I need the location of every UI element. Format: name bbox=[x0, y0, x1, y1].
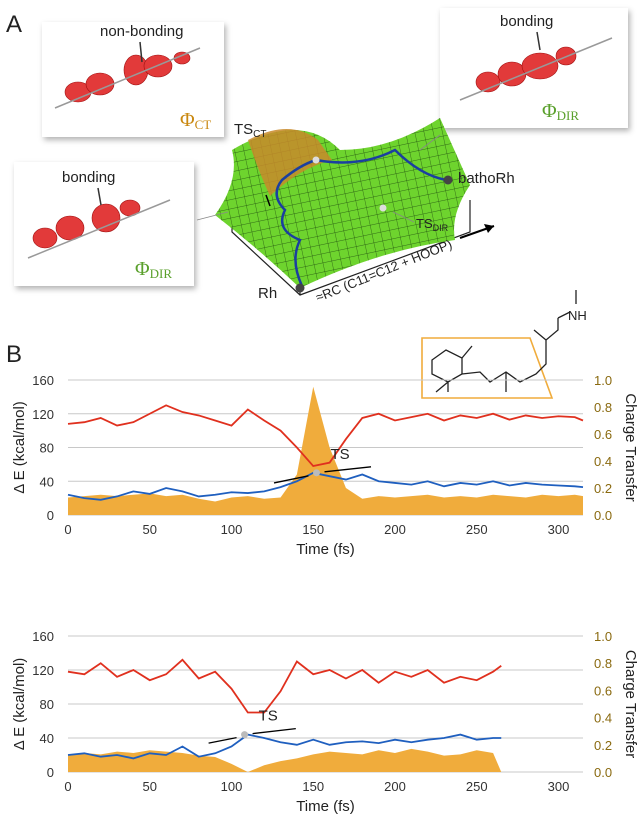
x-axis-label: Time (fs) bbox=[296, 798, 355, 815]
annotation: TS bbox=[259, 708, 278, 725]
x-tick-label: 150 bbox=[302, 522, 324, 537]
ts-point bbox=[241, 731, 249, 739]
ts-arrow bbox=[252, 727, 296, 735]
line bbox=[67, 471, 584, 501]
ts-arrow bbox=[208, 736, 237, 744]
chart: 0 40 80 120 160 0.0 0.2 0.4 0.6 0.8 1.0 0 50 100 150 20… bbox=[11, 373, 639, 558]
orbital-card: bonding ΦDIR bbox=[440, 8, 628, 128]
ts-arrow bbox=[273, 475, 309, 484]
y-tick-label: 120 bbox=[32, 407, 54, 422]
y-tick-label: 160 bbox=[32, 629, 54, 644]
y2-tick-label: 0.8 bbox=[594, 400, 612, 415]
y-axis-label: Δ E (kcal/mol) bbox=[11, 658, 28, 751]
y2-axis-label: Charge Transfer bbox=[622, 650, 639, 758]
x-axis-label: Time (fs) bbox=[296, 541, 355, 558]
y2-tick-label: 0.8 bbox=[594, 656, 612, 671]
note: non-bonding bbox=[100, 23, 183, 40]
x-tick-label: 300 bbox=[548, 779, 570, 794]
area bbox=[68, 748, 502, 772]
panel-label: B bbox=[6, 341, 22, 368]
y-tick-label: 80 bbox=[40, 697, 54, 712]
x-tick-label: 200 bbox=[384, 779, 406, 794]
product-label: bathoRh bbox=[458, 170, 515, 187]
x-tick-label: 50 bbox=[143, 779, 157, 794]
y2-tick-label: 1.0 bbox=[594, 373, 612, 388]
orbital-card: non-bonding ΦCT bbox=[42, 22, 224, 137]
orbital-symbol: ΦCT bbox=[180, 109, 211, 132]
y2-axis-label: Charge Transfer bbox=[622, 393, 639, 501]
x-tick-label: 200 bbox=[384, 522, 406, 537]
line bbox=[67, 658, 502, 714]
y-tick-label: 80 bbox=[40, 441, 54, 456]
y-tick-label: 40 bbox=[40, 731, 54, 746]
y2-tick-label: 0.4 bbox=[594, 454, 612, 469]
y2-tick-label: 0.0 bbox=[594, 765, 612, 780]
x-tick-label: 250 bbox=[466, 522, 488, 537]
annotation: TS bbox=[331, 446, 350, 463]
y-axis-label: Δ E (kcal/mol) bbox=[11, 401, 28, 494]
x-tick-label: 0 bbox=[64, 522, 71, 537]
note: bonding bbox=[62, 169, 115, 186]
orbital-symbol: ΦDIR bbox=[542, 100, 579, 123]
y-tick-label: 40 bbox=[40, 474, 54, 489]
ts-label: TSDIR bbox=[416, 216, 449, 233]
molecule-label: NH bbox=[568, 308, 587, 323]
x-tick-label: 50 bbox=[143, 522, 157, 537]
y2-tick-label: 0.4 bbox=[594, 711, 612, 726]
ts-point bbox=[313, 469, 321, 477]
chart: 0 40 80 120 160 0.0 0.2 0.4 0.6 0.8 1.0 0 50 100 150 20… bbox=[11, 629, 639, 815]
y2-tick-label: 0.6 bbox=[594, 683, 612, 698]
molecule bbox=[421, 290, 577, 399]
x-tick-label: 0 bbox=[64, 779, 71, 794]
orbital-symbol: ΦDIR bbox=[135, 258, 172, 281]
y-tick-label: 160 bbox=[32, 373, 54, 388]
ts-arrow bbox=[324, 466, 372, 473]
y-tick-label: 0 bbox=[47, 508, 54, 523]
y2-tick-label: 1.0 bbox=[594, 629, 612, 644]
x-tick-label: 150 bbox=[302, 779, 324, 794]
x-tick-label: 300 bbox=[548, 522, 570, 537]
reactant-label: Rh bbox=[258, 285, 277, 302]
panel-label: A bbox=[6, 11, 22, 38]
ts-label: TSCT bbox=[234, 121, 267, 140]
x-tick-label: 250 bbox=[466, 779, 488, 794]
line bbox=[67, 733, 502, 760]
y2-tick-label: 0.6 bbox=[594, 427, 612, 442]
energy-surface bbox=[196, 118, 471, 296]
orbital-card: bonding ΦDIR bbox=[14, 162, 194, 286]
x-tick-label: 100 bbox=[221, 522, 243, 537]
y2-tick-label: 0.2 bbox=[594, 481, 612, 496]
y2-tick-label: 0.0 bbox=[594, 508, 612, 523]
y-tick-label: 120 bbox=[32, 663, 54, 678]
x-tick-label: 100 bbox=[221, 779, 243, 794]
area bbox=[68, 386, 583, 515]
y2-tick-label: 0.2 bbox=[594, 738, 612, 753]
y-tick-label: 0 bbox=[47, 765, 54, 780]
note: bonding bbox=[500, 13, 553, 30]
line bbox=[67, 404, 584, 468]
